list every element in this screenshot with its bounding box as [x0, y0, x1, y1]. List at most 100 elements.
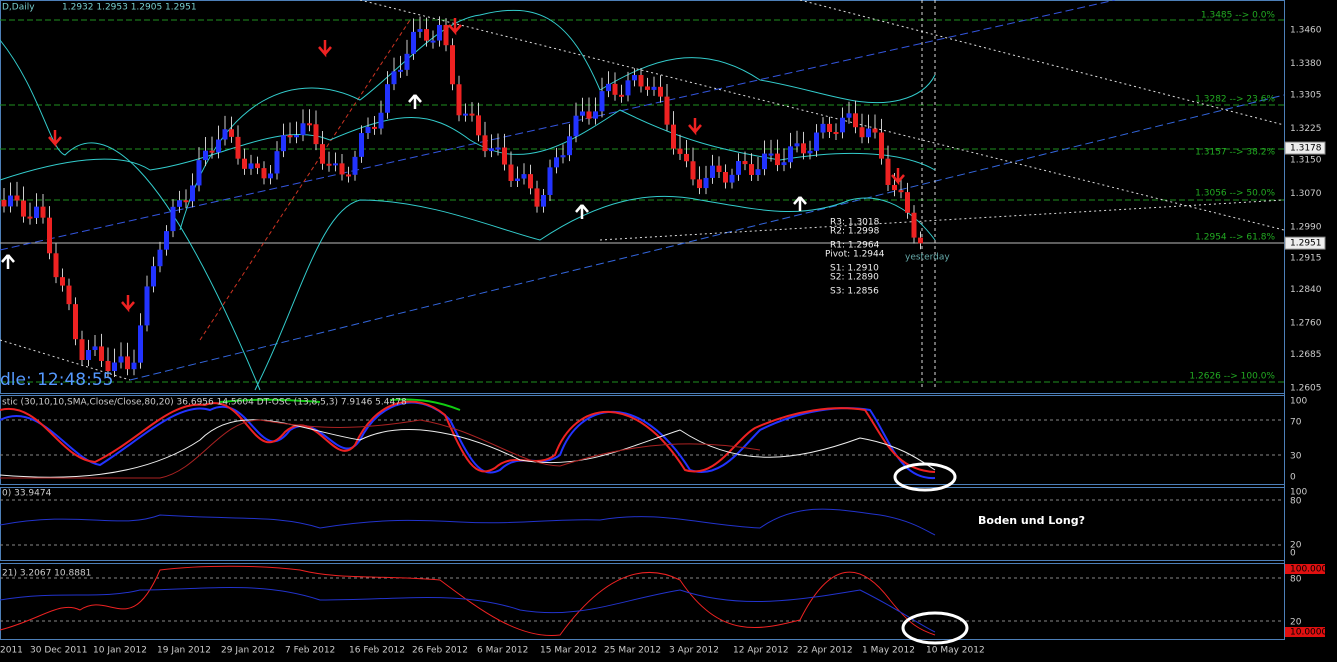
- price-tick: 1.3070: [1290, 189, 1322, 199]
- candle: [521, 174, 527, 179]
- fib-label: 1.3157 --> 38.2%: [1195, 148, 1275, 158]
- candle: [658, 86, 663, 97]
- oscillator-2: [0, 508, 936, 536]
- candle: [775, 153, 780, 166]
- price-tick: 1.2685: [1290, 350, 1322, 360]
- candle: [404, 53, 410, 70]
- candle: [300, 123, 306, 136]
- candle: [892, 184, 897, 191]
- indicator-tick: 100.0000: [1290, 565, 1333, 575]
- candle: [755, 169, 761, 175]
- candle: [1, 200, 7, 207]
- candle: [177, 200, 182, 207]
- candle: [235, 136, 241, 159]
- candle: [716, 165, 722, 173]
- candle: [125, 356, 130, 370]
- price-tick: 1.2840: [1290, 285, 1322, 295]
- candle: [118, 356, 124, 363]
- candle: [853, 113, 858, 128]
- indicator-tick: 10.0000: [1290, 628, 1327, 638]
- candle: [99, 346, 104, 361]
- candle: [749, 164, 754, 175]
- candle: [73, 304, 78, 340]
- candle: [840, 117, 845, 133]
- date-tick: 3 Apr 2012: [669, 646, 719, 656]
- indicator-tick: 0: [1290, 473, 1296, 483]
- candle: [606, 83, 611, 92]
- candle-timer: dle: 12:48:55: [0, 370, 113, 390]
- candle: [736, 161, 741, 175]
- candle: [827, 123, 832, 132]
- candle: [229, 129, 234, 137]
- date-tick: 30 Dec 2011: [30, 646, 88, 656]
- candle: [781, 162, 787, 166]
- candle: [918, 237, 923, 244]
- date-tick: 7 Feb 2012: [285, 646, 335, 656]
- candle: [710, 165, 715, 178]
- candle: [307, 123, 312, 126]
- indicator-tick: 70: [1290, 418, 1302, 428]
- candle: [21, 200, 26, 217]
- price-marker-label: 1.2951: [1290, 239, 1322, 249]
- candle: [411, 31, 416, 54]
- candle: [79, 339, 85, 361]
- candle: [632, 75, 637, 81]
- fib-label: 1.2954 --> 61.8%: [1195, 233, 1275, 243]
- price-tick: 1.3225: [1290, 124, 1322, 134]
- candle: [216, 139, 221, 153]
- date-tick: 29 Jan 2012: [221, 646, 275, 656]
- candle: [677, 148, 683, 154]
- candle: [339, 163, 345, 175]
- highlight-circle: [893, 462, 957, 492]
- header-ohlc: 1.2932 1.2953 1.2905 1.2951: [62, 3, 197, 13]
- candle: [482, 135, 488, 152]
- down-arrow: [121, 295, 135, 313]
- candle: [762, 153, 767, 170]
- candle: [476, 115, 481, 136]
- candle: [196, 160, 202, 186]
- price-tick: 1.2605: [1290, 384, 1322, 394]
- candle: [60, 277, 65, 286]
- candle: [287, 135, 293, 138]
- candle: [326, 163, 332, 166]
- candle: [586, 111, 592, 119]
- up-arrow: [793, 196, 807, 211]
- date-tick: 12 Apr 2012: [733, 646, 789, 656]
- price-marker: [1284, 141, 1326, 155]
- highlight-circle: [901, 611, 969, 645]
- indicator-label: 0) 33.9474: [2, 489, 52, 499]
- candle: [788, 146, 793, 163]
- down-arrow: [891, 168, 905, 186]
- candle: [144, 286, 150, 326]
- candle: [794, 143, 800, 147]
- candle: [593, 111, 598, 119]
- candle: [801, 143, 806, 154]
- price-tick: 1.3460: [1290, 26, 1322, 36]
- annotation: Boden und Long?: [978, 514, 1085, 527]
- down-arrow: [448, 18, 462, 36]
- candle: [53, 253, 59, 278]
- candle: [638, 75, 644, 87]
- candle: [807, 150, 813, 154]
- candle: [898, 190, 904, 193]
- date-tick: 25 Mar 2012: [604, 646, 661, 656]
- candle: [547, 167, 553, 195]
- candles: [1, 16, 923, 378]
- price-marker: [1284, 236, 1326, 250]
- candle: [40, 206, 46, 218]
- candle: [846, 113, 852, 118]
- candle: [333, 163, 338, 166]
- fib-label: 1.2626 --> 100.0%: [1189, 372, 1275, 382]
- candle: [443, 24, 449, 46]
- candle: [690, 161, 696, 180]
- candle: [905, 192, 910, 213]
- candle: [151, 266, 156, 287]
- pivot-label: R3: 1.3018: [830, 218, 880, 228]
- date-tick: 16 Feb 2012: [349, 646, 405, 656]
- candle: [47, 217, 52, 254]
- candle: [833, 131, 839, 134]
- candle: [281, 135, 286, 152]
- candle: [729, 174, 735, 183]
- candle: [560, 155, 566, 158]
- candle: [378, 112, 384, 129]
